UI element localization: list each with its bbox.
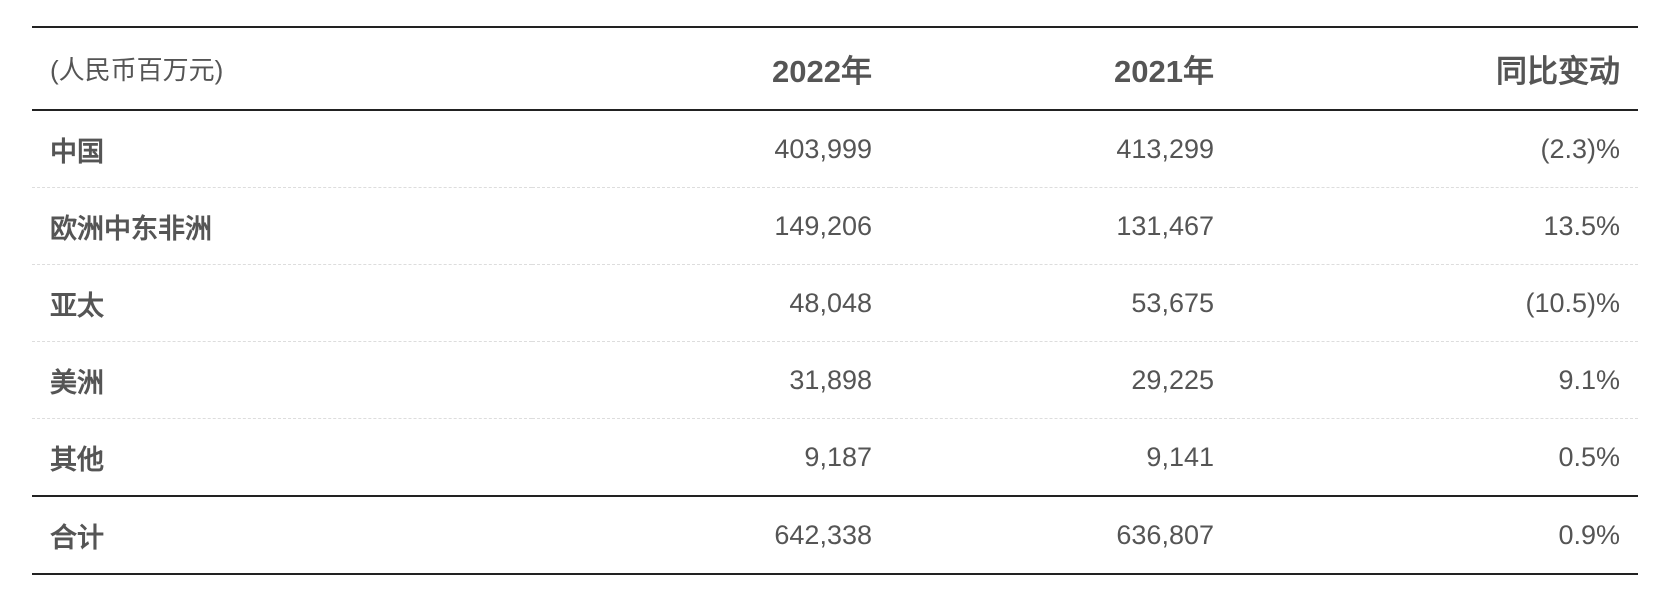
cell-value: 636,807 <box>890 495 1232 574</box>
total-row: 合计 642,338 636,807 0.9% <box>32 495 1638 574</box>
cell-value: (2.3)% <box>1232 110 1638 188</box>
column-header: 同比变动 <box>1232 27 1638 111</box>
row-label: 其他 <box>50 444 104 475</box>
cell-value: 0.5% <box>1558 441 1620 472</box>
column-header: 2021年 <box>890 27 1232 111</box>
row-label: 中国 <box>32 110 532 188</box>
cell-value: 9,141 <box>1146 441 1214 472</box>
table-row: 其他 9,187 9,141 0.5% <box>32 419 1638 497</box>
cell-value: 53,675 <box>890 264 1232 342</box>
table-row: 欧洲中东非洲 149,206 131,467 13.5% <box>32 187 1638 265</box>
cell-value: 48,048 <box>532 264 890 342</box>
table-row: 亚太 48,048 53,675 (10.5)% <box>32 264 1638 342</box>
header-row: (人民币百万元) 2022年 2021年 同比变动 <box>32 27 1638 111</box>
table-row: 中国 403,999 413,299 (2.3)% <box>32 110 1638 188</box>
row-label: 欧洲中东非洲 <box>32 187 532 265</box>
cell-value: 0.9% <box>1232 495 1638 574</box>
unit-header: (人民币百万元) <box>32 27 532 111</box>
cell-value: 642,338 <box>532 495 890 574</box>
cell-value: 31,898 <box>532 341 890 419</box>
cell-value: 413,299 <box>890 110 1232 188</box>
row-label: 亚太 <box>32 264 532 342</box>
cell-value: 149,206 <box>532 187 890 265</box>
cell-value: 9,187 <box>804 441 872 472</box>
cell-value: 13.5% <box>1232 187 1638 265</box>
cell-value: 403,999 <box>532 110 890 188</box>
row-label: 合计 <box>32 495 532 574</box>
table-body: 中国 403,999 413,299 (2.3)% 欧洲中东非洲 149,206 131,4… <box>32 110 1638 574</box>
cell-value: 29,225 <box>890 341 1232 419</box>
revenue-table: (人民币百万元) 2022年 2021年 同比变动 中国 403,999 413,299(… <box>32 26 1638 575</box>
cell-value: 9.1% <box>1232 341 1638 419</box>
row-label: 美洲 <box>32 341 532 419</box>
cell-value: (10.5)% <box>1232 264 1638 342</box>
column-header: 2022年 <box>532 27 890 111</box>
cell-value: 131,467 <box>890 187 1232 265</box>
table-row: 美洲 31,898 29,225 9.1% <box>32 341 1638 419</box>
